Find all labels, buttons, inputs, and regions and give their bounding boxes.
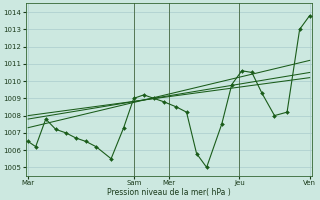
X-axis label: Pression niveau de la mer( hPa ): Pression niveau de la mer( hPa ) (107, 188, 231, 197)
